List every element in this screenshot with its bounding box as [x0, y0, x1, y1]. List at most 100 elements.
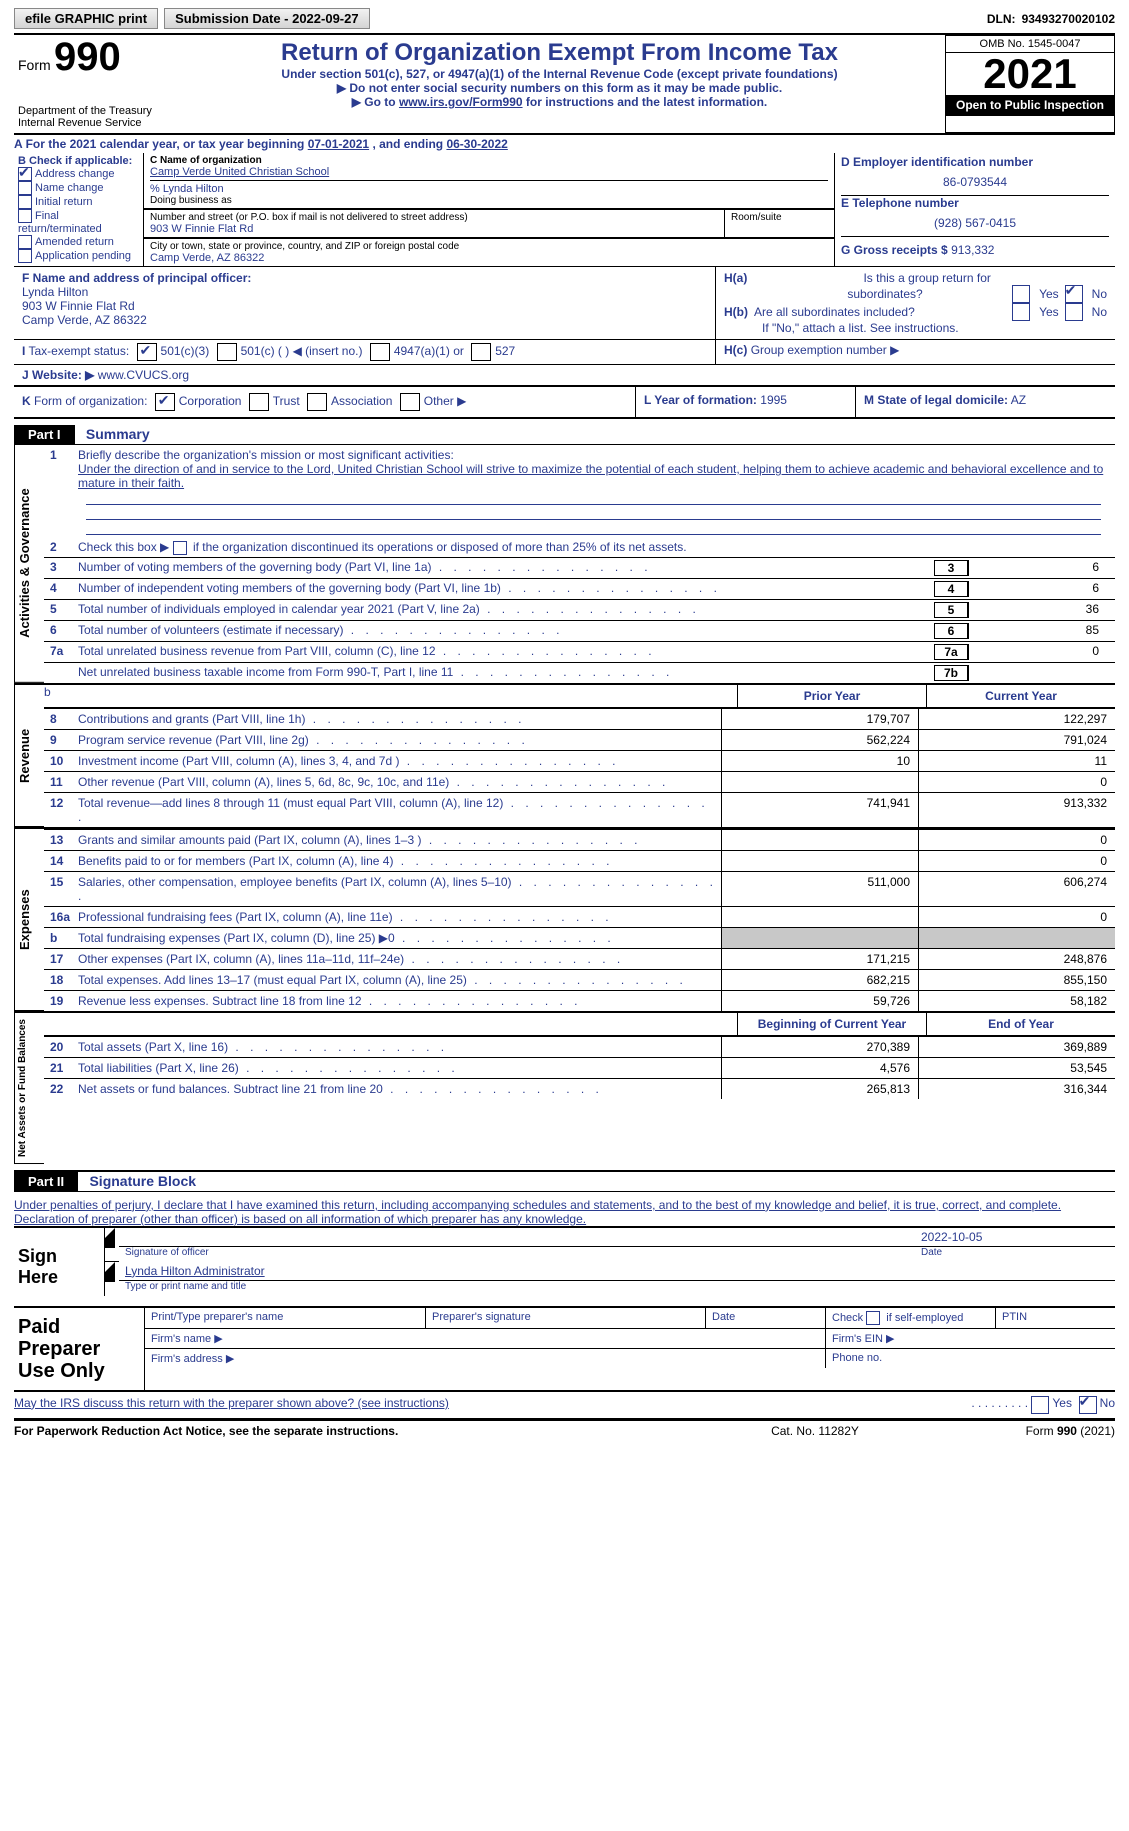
- prior-val: 171,215: [721, 949, 918, 969]
- line2-text-pre: Check this box ▶: [78, 540, 173, 554]
- ptin-label: PTIN: [995, 1308, 1115, 1328]
- c-org-name[interactable]: Camp Verde United Christian School: [150, 166, 828, 178]
- side-label-net-assets: Net Assets or Fund Balances: [14, 1013, 44, 1164]
- line-text: Benefits paid to or for members (Part IX…: [78, 851, 721, 871]
- i-opt1: 501(c)(3): [161, 344, 210, 358]
- cb-app-pending[interactable]: [18, 249, 32, 263]
- cb-amended-return[interactable]: [18, 235, 32, 249]
- triangle-icon: [105, 1228, 115, 1248]
- may-irs-yes: Yes: [1052, 1396, 1072, 1414]
- line-num: 12: [44, 793, 78, 827]
- hb-pre: H(b): [724, 305, 748, 319]
- opt-app-pending: Application pending: [35, 250, 131, 262]
- gov-num: 6: [50, 623, 78, 639]
- gov-line-5: 5Total number of individuals employed in…: [44, 599, 1115, 620]
- part2-badge: Part II: [14, 1172, 78, 1191]
- footer-cat-no: Cat. No. 11282Y: [715, 1424, 915, 1438]
- c-street-address: 903 W Finnie Flat Rd: [150, 223, 718, 235]
- cb-ha-no[interactable]: [1065, 285, 1083, 303]
- line-num: 8: [44, 709, 78, 729]
- a-text-mid: , and ending: [372, 137, 446, 151]
- cb-final-return[interactable]: [18, 209, 32, 223]
- dept-treasury: Department of the Treasury: [18, 105, 170, 117]
- row-klm: K Form of organization: Corporation Trus…: [14, 385, 1115, 419]
- c-name-label: C Name of organization: [150, 155, 828, 166]
- cb-may-irs-yes[interactable]: [1031, 1396, 1049, 1414]
- gov-num: [50, 665, 78, 681]
- k-pre: K: [22, 394, 31, 408]
- efile-print-button[interactable]: efile GRAPHIC print: [14, 8, 158, 29]
- prior-val: 511,000: [721, 872, 918, 906]
- d-ein-label: D Employer identification number: [841, 155, 1109, 169]
- f-addr2: Camp Verde, AZ 86322: [22, 313, 147, 327]
- blank-line-2: [86, 505, 1101, 520]
- cb-assoc[interactable]: [307, 393, 327, 411]
- cb-initial-return[interactable]: [18, 195, 32, 209]
- side-label-expenses: Expenses: [14, 829, 44, 1011]
- line-num: 20: [44, 1037, 78, 1057]
- cb-ha-yes[interactable]: [1012, 285, 1030, 303]
- part1-title: Summary: [78, 426, 150, 442]
- cb-self-employed[interactable]: [866, 1311, 880, 1325]
- line-8: 8Contributions and grants (Part VIII, li…: [44, 708, 1115, 729]
- summary-net-assets: Net Assets or Fund Balances Beginning of…: [14, 1011, 1115, 1164]
- cb-trust[interactable]: [249, 393, 269, 411]
- gov-box: 4: [934, 581, 968, 597]
- line-text: Total assets (Part X, line 16): [78, 1037, 721, 1057]
- line-num: 10: [44, 751, 78, 771]
- submission-date-button[interactable]: Submission Date - 2022-09-27: [164, 8, 370, 29]
- e-tel-value: (928) 567-0415: [841, 210, 1109, 236]
- ha-no: No: [1092, 287, 1107, 301]
- hb-no: No: [1092, 305, 1107, 319]
- cb-address-change[interactable]: [18, 167, 32, 181]
- footer-form-ref: Form 990 (2021): [915, 1424, 1115, 1438]
- cb-hb-yes[interactable]: [1012, 303, 1030, 321]
- prior-val: 4,576: [721, 1058, 918, 1078]
- ha-yes: Yes: [1039, 287, 1059, 301]
- prior-val: [721, 851, 918, 871]
- may-irs-text: May the IRS discuss this return with the…: [14, 1396, 968, 1414]
- gov-box: 3: [934, 560, 968, 576]
- officer-signature-field[interactable]: [119, 1228, 915, 1247]
- summary-revenue: Revenue b Prior Year Current Year 8Contr…: [14, 683, 1115, 827]
- cb-501c3[interactable]: [137, 343, 157, 361]
- line-22: 22Net assets or fund balances. Subtract …: [44, 1078, 1115, 1099]
- line-num: 17: [44, 949, 78, 969]
- i-opt2: 501(c) ( ) ◀ (insert no.): [241, 344, 363, 358]
- h-group-return: H(a) Is this a group return for subordin…: [715, 267, 1115, 339]
- prior-val: 741,941: [721, 793, 918, 827]
- f-officer: F Name and address of principal officer:…: [14, 267, 715, 339]
- prior-val: 270,389: [721, 1037, 918, 1057]
- firm-name-label: Firm's name ▶: [145, 1329, 825, 1348]
- gov-val: 0: [968, 644, 1109, 660]
- cb-4947[interactable]: [370, 343, 390, 361]
- irs-form990-link[interactable]: www.irs.gov/Form990: [399, 95, 523, 109]
- paid-preparer-label: Paid Preparer Use Only: [14, 1308, 144, 1390]
- prior-val: 179,707: [721, 709, 918, 729]
- cb-may-irs-no[interactable]: [1079, 1396, 1097, 1414]
- sub3-post: for instructions and the latest informat…: [523, 95, 768, 109]
- curr-val: 0: [918, 772, 1115, 792]
- line-num: 21: [44, 1058, 78, 1078]
- curr-val: 369,889: [918, 1037, 1115, 1057]
- paid-preparer-block: Paid Preparer Use Only Print/Type prepar…: [14, 1308, 1115, 1392]
- opt-address-change: Address change: [35, 168, 115, 180]
- g-gross-value: 913,332: [951, 243, 994, 257]
- cb-line2[interactable]: [173, 541, 187, 555]
- line-text: Total fundraising expenses (Part IX, col…: [78, 928, 721, 948]
- cb-hb-no[interactable]: [1065, 303, 1083, 321]
- prior-val: 59,726: [721, 991, 918, 1011]
- tax-year: 2021: [946, 53, 1114, 95]
- cb-501c[interactable]: [217, 343, 237, 361]
- cb-other[interactable]: [400, 393, 420, 411]
- line-text: Net assets or fund balances. Subtract li…: [78, 1079, 721, 1099]
- line-text: Other revenue (Part VIII, column (A), li…: [78, 772, 721, 792]
- page-footer: For Paperwork Reduction Act Notice, see …: [14, 1419, 1115, 1441]
- gov-val: 6: [968, 560, 1109, 576]
- open-to-public: Open to Public Inspection: [946, 95, 1114, 116]
- cb-527[interactable]: [471, 343, 491, 361]
- cb-corp[interactable]: [155, 393, 175, 411]
- officer-name-title: Lynda Hilton Administrator: [119, 1262, 1115, 1281]
- b-label: B Check if applicable:: [18, 155, 139, 167]
- cb-name-change[interactable]: [18, 181, 32, 195]
